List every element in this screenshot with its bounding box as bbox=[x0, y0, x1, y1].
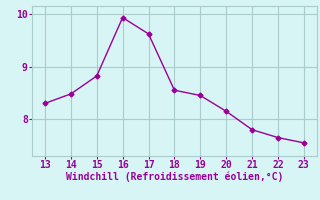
X-axis label: Windchill (Refroidissement éolien,°C): Windchill (Refroidissement éolien,°C) bbox=[66, 172, 283, 182]
